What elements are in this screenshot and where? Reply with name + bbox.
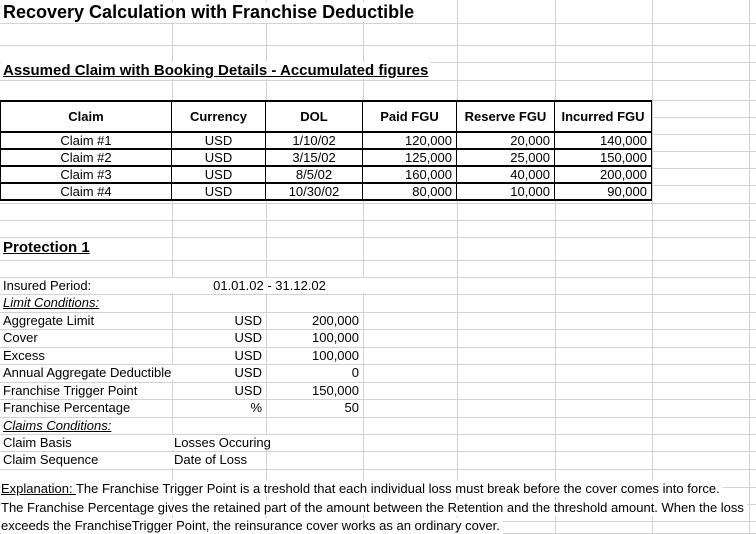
cell-incurred-fgu[interactable]: 150,000 (554, 148, 652, 167)
gridline-horizontal (0, 23, 756, 24)
gridline-vertical (457, 0, 458, 534)
col-header-claim[interactable]: Claim (0, 100, 172, 133)
limit-row-label[interactable]: Cover (1, 330, 40, 345)
explanation-label: Explanation: (1, 481, 76, 496)
explanation-line-2[interactable]: The Franchise Percentage gives the retai… (1, 500, 747, 516)
cell-claim-name[interactable]: Claim #4 (0, 182, 172, 201)
gridline-horizontal (0, 45, 756, 46)
gridline-horizontal (0, 277, 756, 278)
limit-row-value[interactable]: 100,000 (310, 348, 361, 363)
col-header-paid-fgu[interactable]: Paid FGU (362, 100, 457, 133)
gridline-horizontal (0, 220, 756, 221)
cell-reserve-fgu[interactable]: 40,000 (456, 165, 555, 184)
gridline-vertical (555, 0, 556, 534)
gridline-horizontal (0, 329, 756, 330)
gridline-horizontal (0, 382, 756, 383)
claims-table[interactable]: Claim Currency DOL Paid FGU Reserve FGU … (0, 100, 652, 201)
claims-conditions-heading[interactable]: Claims Conditions: (1, 418, 114, 433)
table-row: Claim #3 USD 8/5/02 160,000 40,000 200,0… (0, 165, 652, 184)
cell-dol[interactable]: 3/15/02 (265, 148, 363, 167)
explanation-line-3[interactable]: exceeds the FranchiseTrigger Point, the … (1, 518, 503, 534)
limit-row-value[interactable]: 200,000 (310, 313, 361, 328)
claim-basis-value[interactable]: Losses Occuring (172, 435, 273, 450)
limit-row-value[interactable]: 50 (342, 400, 361, 415)
insured-period-label[interactable]: Insured Period: (1, 278, 94, 293)
cell-reserve-fgu[interactable]: 20,000 (456, 131, 555, 150)
cell-dol[interactable]: 10/30/02 (265, 182, 363, 201)
limit-row-label[interactable]: Excess (1, 348, 47, 363)
gridline-vertical (652, 0, 653, 534)
col-header-incurred-fgu[interactable]: Incurred FGU (554, 100, 652, 133)
claim-sequence-value[interactable]: Date of Loss (172, 452, 249, 467)
limit-row-unit[interactable]: USD (232, 365, 264, 380)
cell-incurred-fgu[interactable]: 140,000 (554, 131, 652, 150)
cell-reserve-fgu[interactable]: 25,000 (456, 148, 555, 167)
gridline-horizontal (0, 312, 756, 313)
gridline-horizontal (0, 237, 756, 238)
gridline-horizontal (0, 364, 756, 365)
cell-claim-name[interactable]: Claim #2 (0, 148, 172, 167)
gridline-vertical (363, 0, 364, 534)
col-header-currency[interactable]: Currency (171, 100, 266, 133)
section-heading-claims[interactable]: Assumed Claim with Booking Details - Acc… (1, 62, 431, 79)
gridline-horizontal (0, 417, 756, 418)
page-title[interactable]: Recovery Calculation with Franchise Dedu… (1, 2, 417, 22)
limit-row-value[interactable]: 150,000 (310, 383, 361, 398)
col-header-dol[interactable]: DOL (265, 100, 363, 133)
gridline-horizontal (0, 294, 756, 295)
cell-dol[interactable]: 1/10/02 (265, 131, 363, 150)
cell-paid-fgu[interactable]: 160,000 (362, 165, 457, 184)
explanation-line-1[interactable]: Explanation: The Franchise Trigger Point… (1, 481, 723, 497)
table-row: Claim #2 USD 3/15/02 125,000 25,000 150,… (0, 148, 652, 167)
explanation-text: The Franchise Trigger Point is a treshol… (75, 481, 720, 496)
gridline-horizontal (0, 434, 756, 435)
cell-incurred-fgu[interactable]: 90,000 (554, 182, 652, 201)
limit-row-unit[interactable]: USD (232, 330, 264, 345)
limit-row-label[interactable]: Annual Aggregate Deductible (1, 365, 174, 380)
claims-table-header-row: Claim Currency DOL Paid FGU Reserve FGU … (0, 100, 652, 133)
limit-conditions-heading[interactable]: Limit Conditions: (1, 295, 102, 310)
limit-row-label[interactable]: Franchise Percentage (1, 400, 133, 415)
cell-paid-fgu[interactable]: 80,000 (362, 182, 457, 201)
claim-sequence-label[interactable]: Claim Sequence (1, 452, 101, 467)
cell-reserve-fgu[interactable]: 10,000 (456, 182, 555, 201)
limit-row-value[interactable]: 0 (349, 365, 361, 380)
cell-incurred-fgu[interactable]: 200,000 (554, 165, 652, 184)
col-header-reserve-fgu[interactable]: Reserve FGU (456, 100, 555, 133)
limit-row-unit[interactable]: USD (232, 383, 264, 398)
table-row: Claim #4 USD 10/30/02 80,000 10,000 90,0… (0, 182, 652, 201)
gridline-horizontal (0, 347, 756, 348)
cell-claim-name[interactable]: Claim #3 (0, 165, 172, 184)
gridline-vertical (266, 0, 267, 534)
cell-claim-name[interactable]: Claim #1 (0, 131, 172, 150)
gridline-vertical (172, 0, 173, 534)
limit-row-label[interactable]: Aggregate Limit (1, 313, 97, 328)
gridline-horizontal (0, 469, 756, 470)
cell-currency[interactable]: USD (171, 182, 266, 201)
limit-row-label[interactable]: Franchise Trigger Point (1, 383, 140, 398)
insured-period-value[interactable]: 01.01.02 - 31.12.02 (172, 278, 367, 293)
cell-paid-fgu[interactable]: 125,000 (362, 148, 457, 167)
cell-currency[interactable]: USD (171, 148, 266, 167)
cell-paid-fgu[interactable]: 120,000 (362, 131, 457, 150)
gridline-horizontal (0, 80, 756, 81)
cell-currency[interactable]: USD (171, 131, 266, 150)
limit-row-unit[interactable]: % (248, 400, 264, 415)
table-row: Claim #1 USD 1/10/02 120,000 20,000 140,… (0, 131, 652, 150)
section-heading-protection[interactable]: Protection 1 (1, 239, 92, 256)
gridline-horizontal (0, 203, 756, 204)
limit-row-value[interactable]: 100,000 (310, 330, 361, 345)
limit-row-unit[interactable]: USD (232, 313, 264, 328)
limit-row-unit[interactable]: USD (232, 348, 264, 363)
gridline-vertical (749, 0, 750, 534)
gridline-horizontal (0, 399, 756, 400)
claim-basis-label[interactable]: Claim Basis (1, 435, 74, 450)
gridline-horizontal (0, 451, 756, 452)
cell-dol[interactable]: 8/5/02 (265, 165, 363, 184)
gridline-horizontal (0, 260, 756, 261)
cell-currency[interactable]: USD (171, 165, 266, 184)
